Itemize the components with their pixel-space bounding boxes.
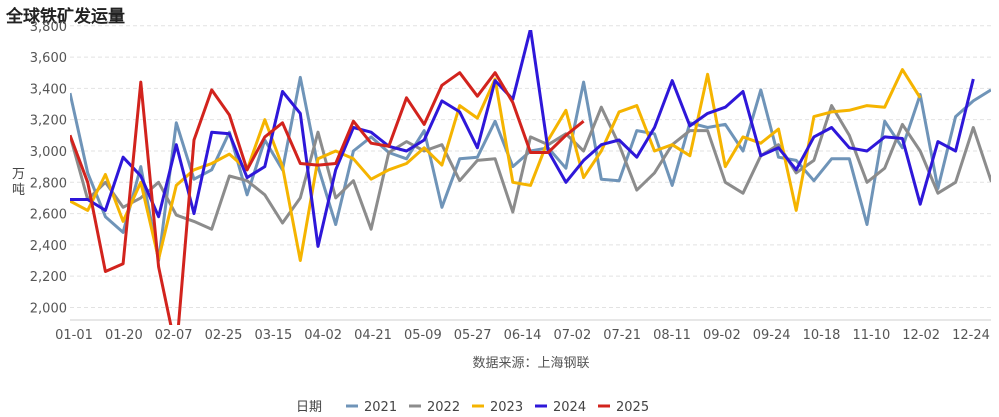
- y-tick-label: 3,800: [30, 20, 67, 35]
- x-tick-label: 08-11: [653, 328, 691, 343]
- legend-label-2022: 2022: [427, 400, 460, 415]
- x-tick-label: 03-15: [254, 328, 292, 343]
- x-tick-label: 02-25: [205, 328, 243, 343]
- series-line-2021: [70, 75, 991, 262]
- x-tick-label: 07-02: [553, 328, 591, 343]
- x-tick-label: 12-24: [952, 328, 990, 343]
- y-tick-label: 2,000: [30, 301, 67, 316]
- legend: 日期 2021 2022 2023 2024 2025: [296, 400, 649, 415]
- y-tick-label: 2,600: [30, 208, 67, 223]
- x-tick-label: 12-02: [902, 328, 940, 343]
- x-tick-label: 05-09: [404, 328, 442, 343]
- legend-label-2025: 2025: [616, 400, 649, 415]
- x-tick-label: 02-07: [155, 328, 193, 343]
- x-tick-label: 01-20: [105, 328, 143, 343]
- x-tick-label: 11-10: [852, 328, 890, 343]
- y-axis-label-top: 万: [12, 167, 25, 182]
- y-tick-label: 2,200: [30, 270, 67, 285]
- series-line-2024: [70, 30, 975, 248]
- chart-title: 全球铁矿发运量: [6, 7, 125, 27]
- y-tick-label: 3,200: [30, 114, 67, 129]
- x-axis-ticks: 01-01 01-20 02-07 02-25 03-15 04-02 04-21 05-09…: [55, 328, 990, 343]
- y-axis-ticks: 2,000 2,200 2,400 2,600 2,800 3,000 3,200 3,400…: [30, 20, 67, 317]
- legend-label-2021: 2021: [364, 400, 397, 415]
- y-axis-label-bottom: 吨: [12, 183, 25, 198]
- legend-label-2023: 2023: [490, 400, 523, 415]
- series-lines: [70, 30, 991, 325]
- x-tick-label: 01-01: [55, 328, 93, 343]
- y-tick-label: 2,400: [30, 239, 67, 254]
- x-tick-label: 07-21: [603, 328, 641, 343]
- x-tick-label: 06-14: [504, 328, 542, 343]
- y-tick-label: 3,000: [30, 145, 67, 160]
- x-tick-label: 05-27: [454, 328, 492, 343]
- series-line-2023: [70, 68, 922, 262]
- x-tick-label: 04-02: [304, 328, 342, 343]
- legend-title: 日期: [296, 400, 322, 415]
- y-tick-label: 2,800: [30, 176, 67, 191]
- y-tick-label: 3,600: [30, 51, 67, 66]
- series-line-2025: [70, 71, 585, 325]
- legend-label-2024: 2024: [553, 400, 586, 415]
- x-tick-label: 04-21: [354, 328, 392, 343]
- x-tick-label: 10-18: [803, 328, 841, 343]
- x-tick-label: 09-02: [703, 328, 741, 343]
- source-note: 数据来源：上海钢联: [472, 356, 589, 371]
- x-tick-label: 09-24: [753, 328, 791, 343]
- series-line-2022: [70, 104, 991, 231]
- y-tick-label: 3,400: [30, 82, 67, 97]
